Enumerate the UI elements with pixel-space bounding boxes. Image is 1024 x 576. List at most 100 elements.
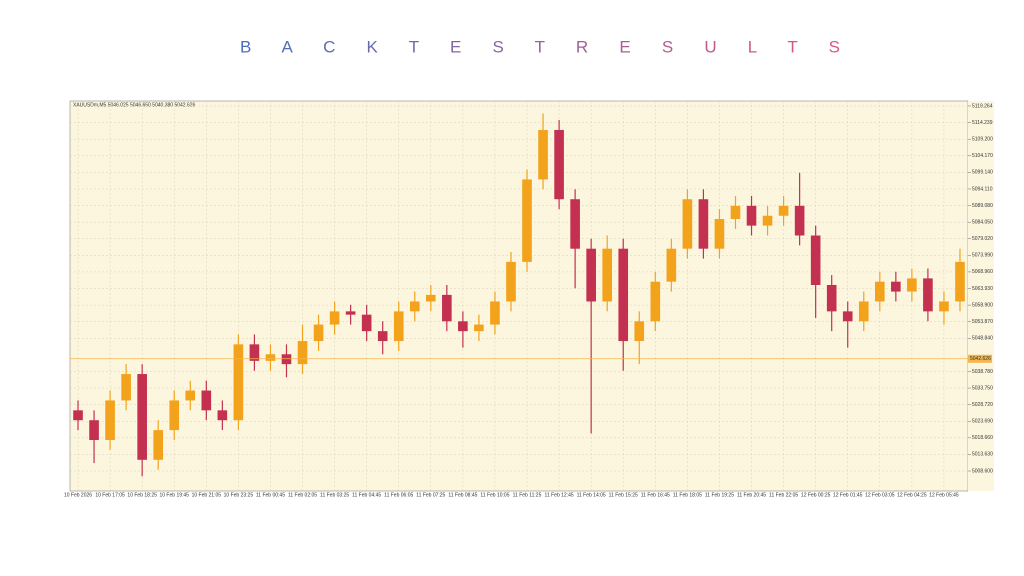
candle-body xyxy=(490,301,500,325)
x-tick-label: 11 Feb 15:25 xyxy=(609,492,638,498)
y-tick-label: 5089.080 xyxy=(972,203,993,209)
candle-body xyxy=(409,301,420,312)
x-tick-label: 11 Feb 12:45 xyxy=(545,492,574,498)
candle-body xyxy=(297,341,308,365)
candle-body xyxy=(185,390,196,401)
candle-body xyxy=(105,400,115,441)
y-tick-label: 5008.600 xyxy=(972,468,993,474)
candle-body xyxy=(554,129,564,200)
candle-body xyxy=(313,324,324,342)
candle-body xyxy=(89,420,99,441)
x-tick-label: 12 Feb 04:25 xyxy=(897,492,927,498)
candle-body xyxy=(842,311,853,322)
x-tick-label: 12 Feb 00:25 xyxy=(801,492,831,498)
candle-body xyxy=(137,374,147,460)
x-tick-label: 10 Feb 2026 xyxy=(64,492,92,498)
x-tick-label: 11 Feb 03:25 xyxy=(320,492,349,498)
candle-body xyxy=(618,248,629,342)
candle-body xyxy=(377,331,388,342)
x-tick-label: 11 Feb 06:05 xyxy=(384,492,413,498)
x-tick-label: 10 Feb 18:25 xyxy=(127,492,157,498)
y-tick-label: 5109.200 xyxy=(972,137,993,143)
y-tick-label: 5063.930 xyxy=(972,286,993,292)
candle-body xyxy=(265,354,276,361)
candle-body xyxy=(826,284,837,312)
x-tick-label: 11 Feb 04:45 xyxy=(352,492,381,498)
candle-body xyxy=(522,179,532,262)
x-tick-label: 11 Feb 08:45 xyxy=(448,492,477,498)
chart-header: XAUUSDm,M5 5046.025 5046.650 5040.380 50… xyxy=(73,102,196,108)
candle-body xyxy=(858,301,869,322)
candle-body xyxy=(281,354,292,365)
candle-body xyxy=(891,281,901,292)
candle-body xyxy=(586,248,596,302)
x-tick-label: 11 Feb 20:45 xyxy=(737,492,766,498)
y-tick-label: 5104.170 xyxy=(972,153,993,159)
candle-body xyxy=(874,281,885,302)
x-tick-label: 11 Feb 10:05 xyxy=(480,492,509,498)
y-tick-label: 5038.780 xyxy=(972,369,993,375)
y-tick-label: 5119.264 xyxy=(972,103,993,109)
x-tick-label: 11 Feb 19:25 xyxy=(705,492,734,498)
y-tick-label: 5058.900 xyxy=(972,302,993,308)
candle-body xyxy=(233,344,244,421)
chart-title: B A C K T E S T R E S U L T S xyxy=(240,37,840,56)
x-tick-label: 11 Feb 00:45 xyxy=(256,492,285,498)
candle-body xyxy=(474,324,484,332)
candle-body xyxy=(698,199,709,249)
candle-body xyxy=(778,205,789,216)
x-tick-label: 10 Feb 21:05 xyxy=(192,492,222,498)
candle-body xyxy=(538,129,548,180)
candle-body xyxy=(393,311,404,342)
x-tick-label: 10 Feb 17:05 xyxy=(95,492,125,498)
y-tick-label: 5018.660 xyxy=(972,435,993,441)
candle-body xyxy=(249,344,260,361)
x-tick-label: 11 Feb 07:25 xyxy=(416,492,445,498)
candle-body xyxy=(217,410,228,421)
y-tick-label: 5028.720 xyxy=(972,402,993,408)
candle-body xyxy=(923,278,933,312)
candle-body xyxy=(73,410,83,421)
y-tick-label: 5068.960 xyxy=(972,269,993,275)
y-tick-label: 5048.840 xyxy=(972,336,993,342)
candle-body xyxy=(746,205,757,226)
y-tick-label: 5114.239 xyxy=(972,120,993,126)
candle-body xyxy=(425,294,436,302)
candle-body xyxy=(939,301,949,312)
plot-area xyxy=(69,100,969,492)
y-tick-label: 5094.110 xyxy=(972,186,993,192)
x-tick-label: 12 Feb 05:45 xyxy=(929,492,959,498)
y-tick-label: 5033.750 xyxy=(972,385,993,391)
candle-body xyxy=(907,278,917,292)
candle-body xyxy=(602,248,613,302)
candle-body xyxy=(201,390,212,411)
x-tick-label: 10 Feb 19:45 xyxy=(159,492,189,498)
candle-body xyxy=(169,400,180,431)
candle-body xyxy=(570,199,580,249)
y-tick-label: 5073.990 xyxy=(972,253,993,259)
candle-body xyxy=(762,215,773,226)
candle-body xyxy=(666,248,677,282)
candle-body xyxy=(329,311,340,325)
price-tag xyxy=(968,354,992,363)
candle-body xyxy=(121,374,131,401)
candle-body xyxy=(955,261,965,302)
x-tick-label: 11 Feb 02:05 xyxy=(288,492,317,498)
candle-body xyxy=(153,430,164,460)
candle-body xyxy=(650,281,661,322)
x-tick-label: 11 Feb 11:25 xyxy=(513,492,542,498)
x-tick-label: 11 Feb 14:05 xyxy=(577,492,606,498)
y-tick-label: 5053.870 xyxy=(972,319,993,325)
candle-body xyxy=(442,294,452,322)
price-label: 5042.626 xyxy=(970,356,991,362)
price-scale xyxy=(968,101,994,491)
candle-body xyxy=(361,314,372,332)
candle-body xyxy=(458,321,468,332)
y-tick-label: 5023.690 xyxy=(972,419,993,425)
x-tick-label: 11 Feb 18:05 xyxy=(673,492,702,498)
x-tick-label: 10 Feb 23:25 xyxy=(224,492,254,498)
y-tick-label: 5084.050 xyxy=(972,219,993,225)
candle-body xyxy=(506,261,516,302)
candle-body xyxy=(682,199,693,249)
